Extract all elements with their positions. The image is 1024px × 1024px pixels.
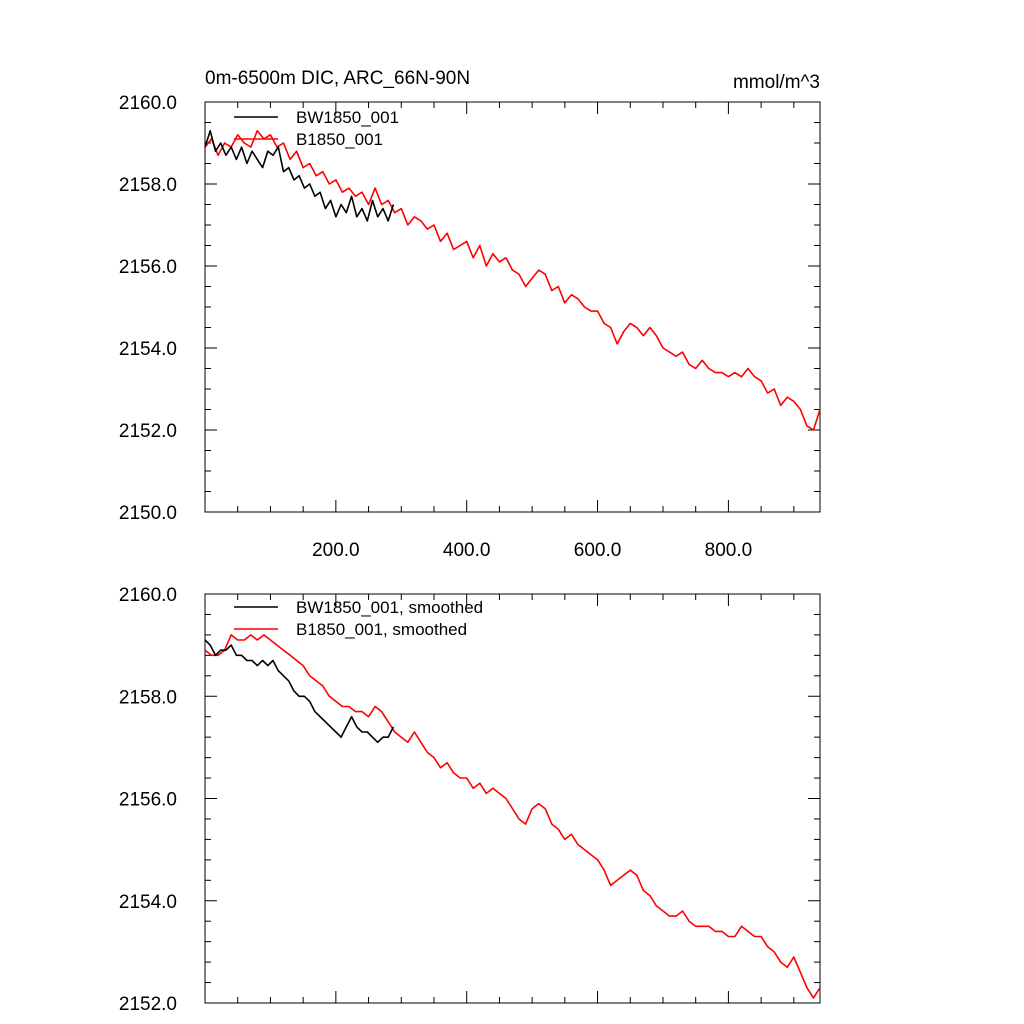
legend-label: BW1850_001 <box>296 108 399 127</box>
y-tick-label: 2154.0 <box>119 339 177 360</box>
legend-label: B1850_001, smoothed <box>296 620 467 639</box>
series-line-bw1850-001-smoothed <box>205 639 395 744</box>
y-tick-label: 2152.0 <box>119 421 177 442</box>
x-tick-label: 200.0 <box>312 540 360 561</box>
y-tick-label: 2156.0 <box>119 790 177 811</box>
y-tick-label: 2156.0 <box>119 257 177 278</box>
plot-frame <box>204 101 821 513</box>
legend-label: BW1850_001, smoothed <box>296 598 483 617</box>
x-tick-label: 400.0 <box>443 540 491 561</box>
y-tick-label: 2150.0 <box>119 503 177 524</box>
series-line-b1850-001 <box>205 129 820 431</box>
y-tick-label: 2158.0 <box>119 687 177 708</box>
y-tick-label: 2152.0 <box>119 994 177 1015</box>
plot-frame <box>204 593 821 1004</box>
units-label: mmol/m^3 <box>733 72 820 93</box>
x-tick-label: 800.0 <box>705 540 753 561</box>
bottom-panel: 2152.0 2154.0 2156.0 2158.0 2160.0 BW1850_001… <box>119 585 821 1015</box>
y-tick-label: 2160.0 <box>119 93 177 114</box>
legend-label: B1850_001 <box>296 130 383 149</box>
top-panel: 0m-6500m DIC, ARC_66N-90N mmol/m^3 200.0… <box>119 68 821 561</box>
series-line-b1850-001-smoothed <box>205 634 820 999</box>
y-tick-label: 2160.0 <box>119 585 177 606</box>
y-tick-label: 2154.0 <box>119 892 177 913</box>
series-line-bw1850-001 <box>205 129 395 222</box>
chart-title: 0m-6500m DIC, ARC_66N-90N <box>205 68 470 89</box>
x-tick-label: 600.0 <box>574 540 622 561</box>
y-tick-label: 2158.0 <box>119 175 177 196</box>
